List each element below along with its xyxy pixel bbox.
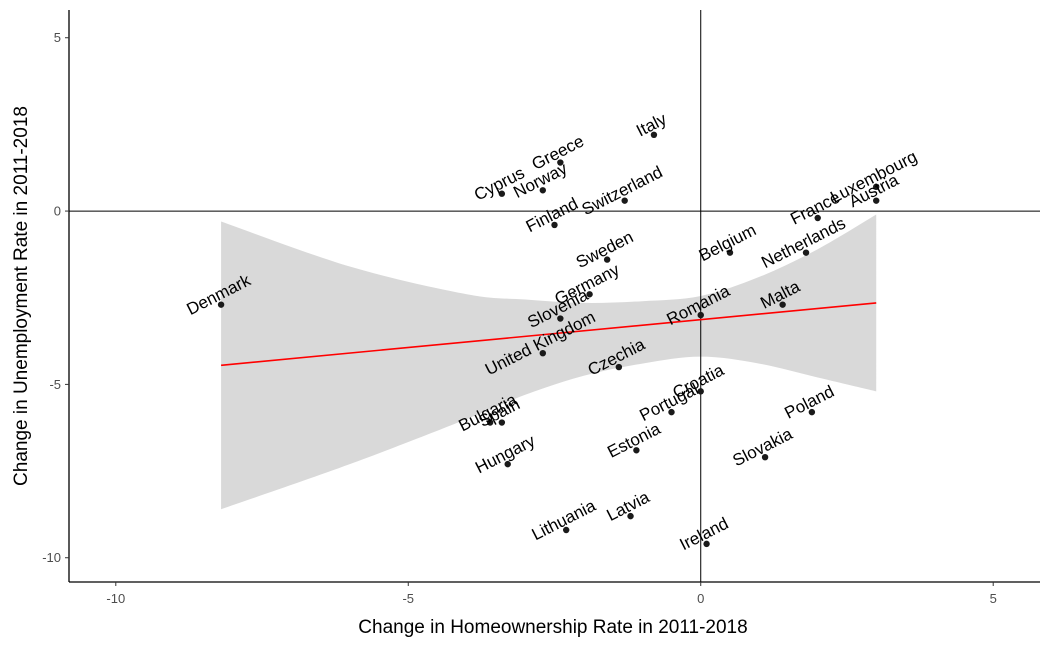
data-point	[217, 301, 225, 308]
data-point	[668, 408, 675, 416]
data-point	[557, 159, 564, 166]
point-label: Belgium	[696, 220, 759, 265]
data-point	[779, 301, 786, 308]
data-point	[603, 256, 611, 263]
confidence-band	[221, 214, 877, 510]
data-point	[627, 512, 634, 520]
point-label: Slovakia	[730, 424, 796, 470]
axes: -10 -5 0 5 -10 -5 0 5	[42, 10, 1040, 606]
data-point	[498, 190, 506, 197]
data-point	[814, 214, 821, 222]
points-layer	[217, 131, 880, 548]
y-tick-label: 5	[54, 30, 61, 45]
data-point	[650, 131, 658, 138]
reference-lines	[69, 10, 1040, 582]
data-point	[873, 197, 880, 204]
data-point	[615, 363, 623, 371]
data-point	[586, 291, 593, 298]
data-point	[498, 419, 506, 426]
point-label: Poland	[781, 382, 837, 423]
data-point	[504, 460, 511, 468]
point-label: Estonia	[604, 419, 664, 462]
x-tick-label: 0	[697, 591, 704, 606]
data-point	[539, 350, 547, 357]
data-point	[551, 221, 558, 229]
data-point	[539, 187, 547, 194]
x-axis-title: Change in Homeownership Rate in 2011-201…	[358, 617, 747, 638]
fit-line	[221, 302, 877, 367]
x-tick-label: -5	[402, 591, 414, 606]
x-tick-label: -10	[106, 591, 125, 606]
data-point	[697, 311, 704, 319]
point-label: Finland	[523, 194, 581, 236]
data-point	[633, 447, 640, 454]
x-tick-label: 5	[990, 591, 997, 606]
data-point	[697, 388, 704, 395]
data-point	[557, 315, 564, 322]
data-point	[802, 249, 810, 256]
data-point	[486, 419, 494, 426]
data-point	[703, 540, 710, 548]
data-point	[761, 454, 769, 461]
data-point	[726, 249, 734, 256]
point-label: Latvia	[604, 487, 654, 525]
data-point	[562, 526, 570, 534]
point-label: Lithuania	[529, 496, 600, 545]
data-point	[873, 183, 880, 190]
data-point	[808, 408, 816, 416]
point-label: Hungary	[472, 431, 538, 477]
point-label: Ireland	[677, 514, 732, 555]
y-axis-title: Change in Unemployment Rate in 2011-2018	[11, 106, 32, 486]
data-point	[621, 197, 628, 204]
y-tick-label: -10	[42, 550, 61, 565]
y-tick-label: 0	[54, 204, 61, 219]
y-tick-label: -5	[49, 377, 61, 392]
confidence-band-layer	[221, 214, 877, 510]
fit-line-layer	[221, 302, 877, 367]
